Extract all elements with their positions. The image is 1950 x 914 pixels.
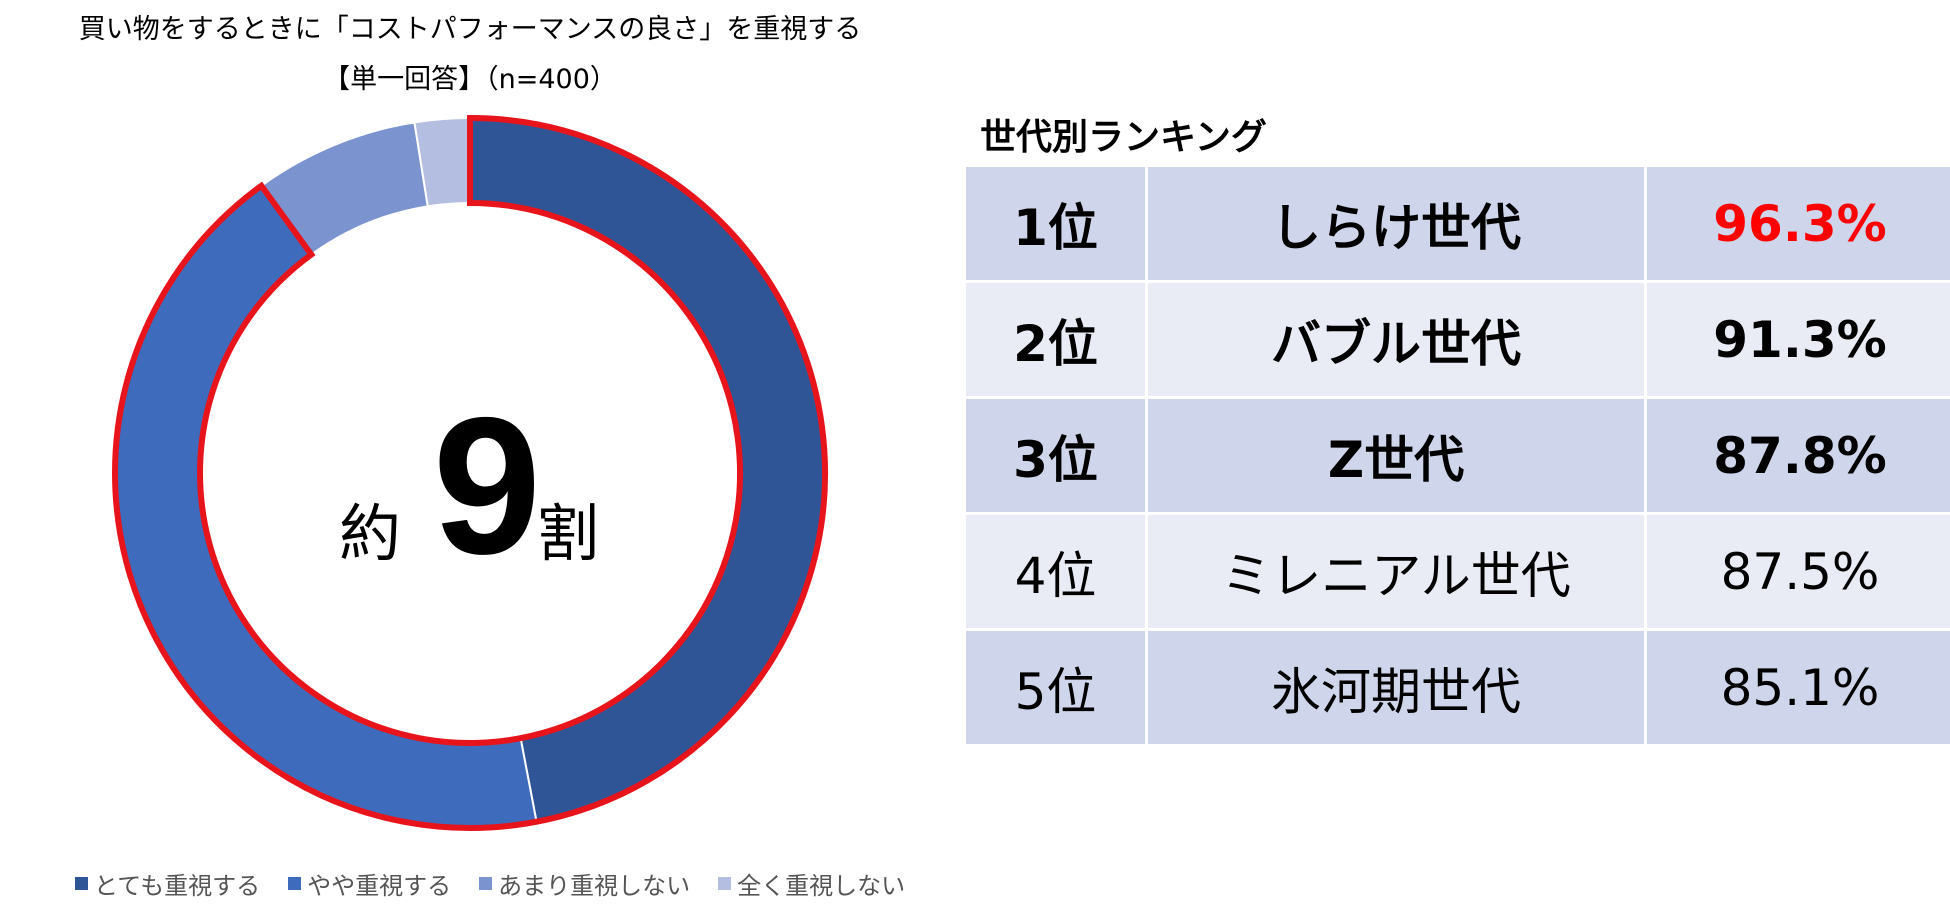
legend-swatch: [75, 877, 88, 890]
center-label-number: 9: [433, 377, 541, 595]
table-row: 4位 ミレニアル世代 87.5%: [963, 512, 1950, 631]
table-row: 5位 氷河期世代 85.1%: [963, 628, 1950, 747]
legend-item: とても重視する: [75, 866, 260, 901]
generation-cell: しらけ世代: [1145, 164, 1647, 283]
legend-item: 全く重視しない: [718, 866, 905, 901]
rank-cell: 4位: [963, 512, 1148, 631]
legend-label: あまり重視しない: [498, 872, 691, 900]
donut-chart: 約 9 割: [112, 114, 828, 831]
generation-cell: Z世代: [1145, 396, 1647, 515]
legend-label: 全く重視しない: [737, 872, 906, 900]
generation-cell: バブル世代: [1145, 280, 1647, 399]
chart-title: 買い物をするときに「コストパフォーマンスの良さ」を重視する: [78, 14, 862, 45]
center-label: 約 9 割: [339, 377, 599, 595]
legend-swatch: [718, 877, 732, 890]
legend: とても重視する やや重視する あまり重視しない 全く重視しない: [75, 866, 905, 901]
percentage-cell: 87.5%: [1644, 512, 1950, 631]
chart-subtitle: 【単一回答】（n=400）: [323, 64, 617, 95]
generation-cell: ミレニアル世代: [1145, 512, 1647, 631]
table-row: 3位 Z世代 87.8%: [963, 396, 1950, 515]
rank-cell: 5位: [963, 628, 1148, 747]
generation-cell: 氷河期世代: [1145, 628, 1647, 747]
legend-swatch: [288, 877, 302, 890]
percentage-cell: 96.3%: [1644, 164, 1950, 283]
legend-label: とても重視する: [94, 872, 261, 900]
table-row: 2位 バブル世代 91.3%: [963, 280, 1950, 399]
percentage-cell: 85.1%: [1644, 628, 1950, 747]
legend-item: あまり重視しない: [479, 866, 690, 901]
ranking-table: 1位 しらけ世代 96.3% 2位 バブル世代 91.3% 3位 Z世代 87.8% 4位 ミレニア…: [963, 164, 1950, 747]
donut-slices: [114, 116, 826, 829]
legend-item: やや重視する: [288, 866, 451, 901]
center-label-suffix: 割: [537, 497, 599, 570]
highlight-outline: [112, 114, 828, 831]
rank-cell: 3位: [963, 396, 1148, 515]
legend-label: やや重視する: [307, 872, 452, 900]
table-row: 1位 しらけ世代 96.3%: [963, 164, 1950, 283]
rank-cell: 2位: [963, 280, 1148, 399]
percentage-cell: 87.8%: [1644, 396, 1950, 515]
rank-cell: 1位: [963, 164, 1148, 283]
center-label-prefix: 約: [339, 497, 401, 570]
ranking-title: 世代別ランキング: [980, 117, 1267, 158]
legend-swatch: [479, 877, 493, 890]
percentage-cell: 91.3%: [1644, 280, 1950, 399]
